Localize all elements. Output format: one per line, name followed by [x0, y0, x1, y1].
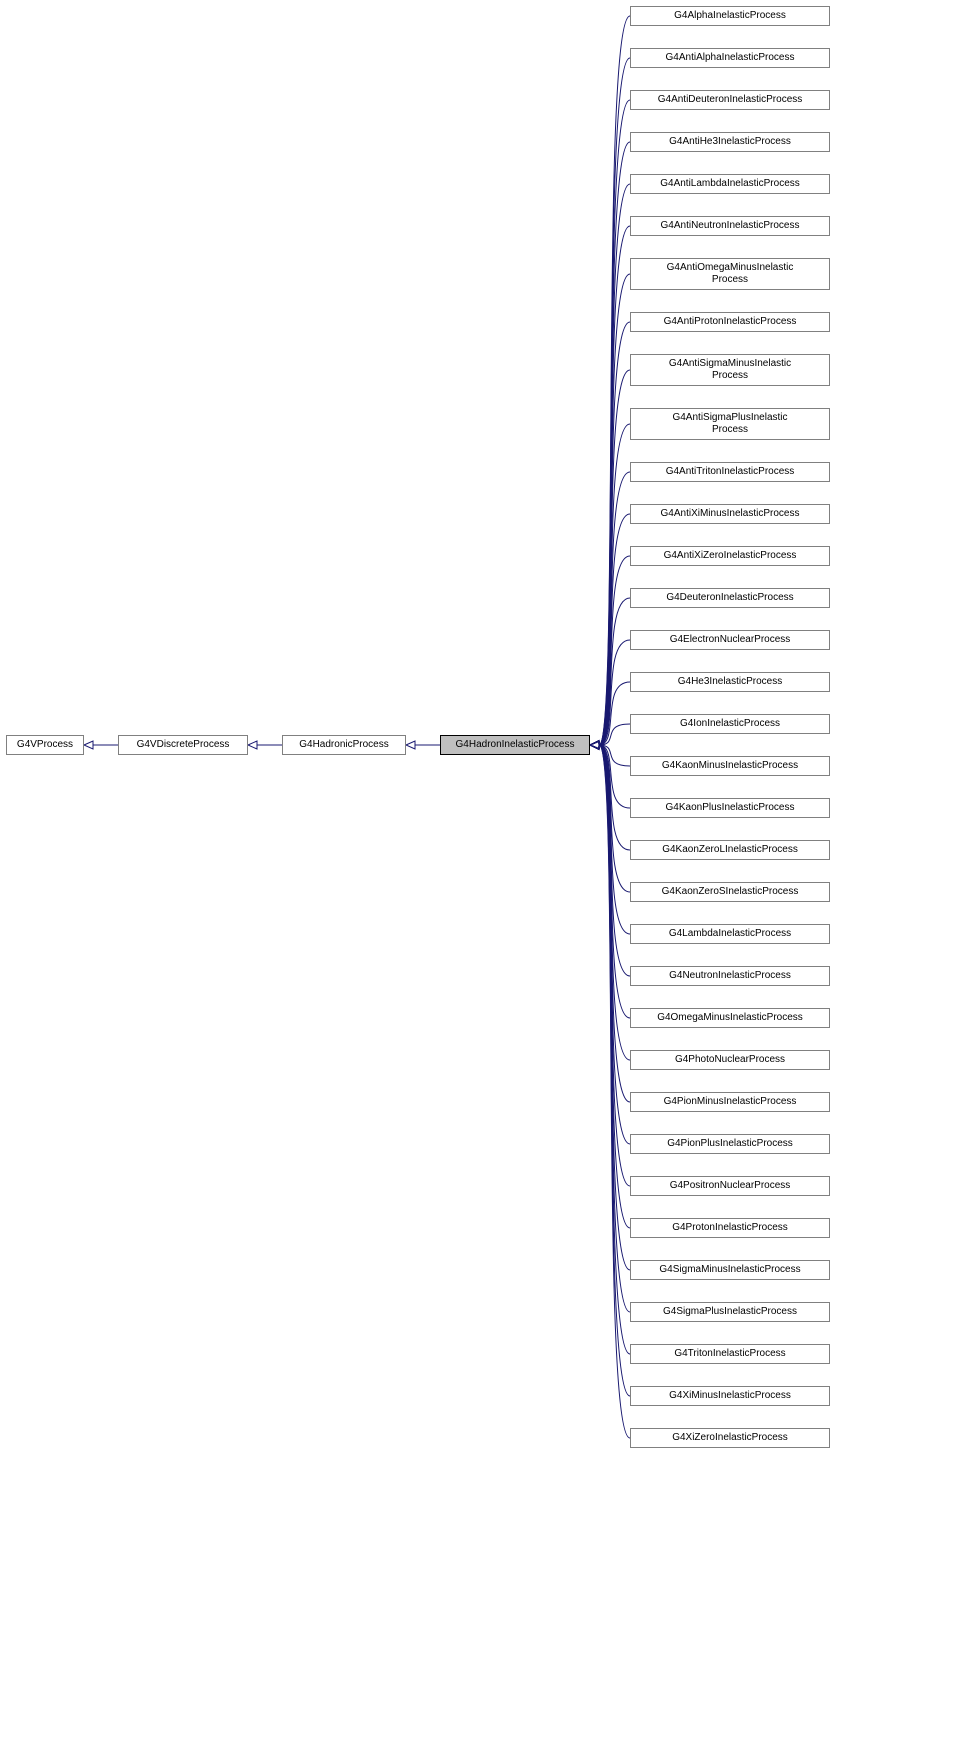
- node-l5[interactable]: G4AntiNeutronInelasticProcess: [630, 216, 830, 236]
- node-l28[interactable]: G4ProtonInelasticProcess: [630, 1218, 830, 1238]
- node-l33[interactable]: G4XiZeroInelasticProcess: [630, 1428, 830, 1448]
- node-l12[interactable]: G4AntiXiZeroInelasticProcess: [630, 546, 830, 566]
- node-l31[interactable]: G4TritonInelasticProcess: [630, 1344, 830, 1364]
- node-l1[interactable]: G4AntiAlphaInelasticProcess: [630, 48, 830, 68]
- node-l30[interactable]: G4SigmaPlusInelasticProcess: [630, 1302, 830, 1322]
- node-n_hadr[interactable]: G4HadronicProcess: [282, 735, 406, 755]
- node-l18[interactable]: G4KaonPlusInelasticProcess: [630, 798, 830, 818]
- node-l32[interactable]: G4XiMinusInelasticProcess: [630, 1386, 830, 1406]
- node-l0[interactable]: G4AlphaInelasticProcess: [630, 6, 830, 26]
- node-l15[interactable]: G4He3InelasticProcess: [630, 672, 830, 692]
- node-l11[interactable]: G4AntiXiMinusInelasticProcess: [630, 504, 830, 524]
- node-l14[interactable]: G4ElectronNuclearProcess: [630, 630, 830, 650]
- node-n_vproc[interactable]: G4VProcess: [6, 735, 84, 755]
- node-l3[interactable]: G4AntiHe3InelasticProcess: [630, 132, 830, 152]
- node-n_hinel[interactable]: G4HadronInelasticProcess: [440, 735, 590, 755]
- node-l17[interactable]: G4KaonMinusInelasticProcess: [630, 756, 830, 776]
- node-l20[interactable]: G4KaonZeroSInelasticProcess: [630, 882, 830, 902]
- node-l19[interactable]: G4KaonZeroLInelasticProcess: [630, 840, 830, 860]
- node-l2[interactable]: G4AntiDeuteronInelasticProcess: [630, 90, 830, 110]
- node-l9[interactable]: G4AntiSigmaPlusInelastic Process: [630, 408, 830, 440]
- node-n_vdisc[interactable]: G4VDiscreteProcess: [118, 735, 248, 755]
- diagram-canvas: G4VProcess G4VDiscreteProcess G4HadronicPr…: [0, 0, 976, 1756]
- node-l6[interactable]: G4AntiOmegaMinusInelastic Process: [630, 258, 830, 290]
- node-l8[interactable]: G4AntiSigmaMinusInelastic Process: [630, 354, 830, 386]
- node-l4[interactable]: G4AntiLambdaInelasticProcess: [630, 174, 830, 194]
- node-l21[interactable]: G4LambdaInelasticProcess: [630, 924, 830, 944]
- node-l7[interactable]: G4AntiProtonInelasticProcess: [630, 312, 830, 332]
- node-l22[interactable]: G4NeutronInelasticProcess: [630, 966, 830, 986]
- node-l13[interactable]: G4DeuteronInelasticProcess: [630, 588, 830, 608]
- node-l25[interactable]: G4PionMinusInelasticProcess: [630, 1092, 830, 1112]
- node-l16[interactable]: G4IonInelasticProcess: [630, 714, 830, 734]
- node-l27[interactable]: G4PositronNuclearProcess: [630, 1176, 830, 1196]
- node-l23[interactable]: G4OmegaMinusInelasticProcess: [630, 1008, 830, 1028]
- node-l29[interactable]: G4SigmaMinusInelasticProcess: [630, 1260, 830, 1280]
- node-l26[interactable]: G4PionPlusInelasticProcess: [630, 1134, 830, 1154]
- node-l10[interactable]: G4AntiTritonInelasticProcess: [630, 462, 830, 482]
- node-l24[interactable]: G4PhotoNuclearProcess: [630, 1050, 830, 1070]
